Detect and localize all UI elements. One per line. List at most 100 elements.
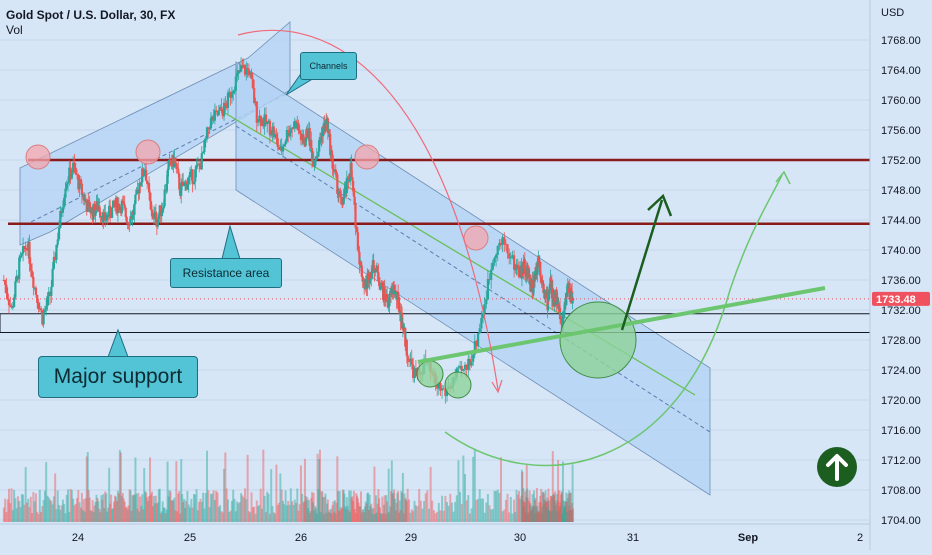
- candle-body: [55, 244, 58, 260]
- volume-bar: [117, 493, 120, 522]
- annotation-drawings[interactable]: [25, 29, 857, 487]
- candle-body: [63, 197, 66, 208]
- symbol-title[interactable]: Gold Spot / U.S. Dollar, 30, FX: [6, 8, 176, 22]
- candle-body: [363, 287, 367, 289]
- last-price-tag[interactable]: [872, 291, 930, 306]
- volume-bar: [540, 488, 543, 522]
- volume-bar: [559, 505, 562, 522]
- volume-bar: [530, 510, 533, 522]
- candle-body: [209, 117, 213, 129]
- price-tick-label: 1748.00: [881, 185, 921, 197]
- volume-bar: [384, 513, 387, 522]
- price-axis[interactable]: 1704.00 1708.00 1712.00 1716.00 1720.00 1724.…: [869, 0, 930, 550]
- candle-body: [556, 297, 559, 303]
- candle-body: [106, 214, 109, 220]
- candle-body: [550, 280, 553, 283]
- candle-body: [77, 174, 80, 190]
- candle-body: [127, 222, 130, 225]
- candle-body: [330, 150, 333, 155]
- volume-bar: [271, 506, 274, 522]
- volume-bar: [10, 488, 13, 522]
- volume-bar: [270, 469, 273, 522]
- volume-bar: [509, 496, 512, 522]
- candle-body: [143, 173, 146, 176]
- volume-bar: [372, 508, 375, 522]
- breakout-zone-marker[interactable]: [559, 301, 637, 379]
- volume-bar: [467, 495, 470, 522]
- resistance-touch-marker[interactable]: [25, 144, 51, 170]
- candle-body: [503, 237, 506, 245]
- candle-body: [352, 180, 355, 192]
- candle-body: [299, 133, 303, 141]
- support-touch-marker[interactable]: [416, 360, 444, 388]
- volume-bar: [161, 501, 164, 522]
- recovery-curve-arrowhead: [775, 170, 791, 185]
- candle-body: [121, 200, 124, 203]
- volume-bar: [87, 490, 90, 522]
- volume-bar: [565, 501, 568, 522]
- candle-body: [46, 296, 49, 307]
- candle-body: [125, 217, 128, 224]
- volume-bar: [382, 504, 385, 522]
- channels-callout[interactable]: Channels: [300, 52, 357, 80]
- symbol-header: Gold Spot / U.S. Dollar, 30, FX Vol: [6, 8, 175, 38]
- candle-body: [532, 278, 536, 288]
- candle-body: [347, 176, 350, 181]
- candle-body: [478, 328, 481, 334]
- support-callout[interactable]: Major support: [38, 356, 198, 398]
- volume-bar: [229, 510, 232, 522]
- volume-bar: [493, 490, 496, 522]
- candle-body: [163, 189, 166, 207]
- breakout-arrow[interactable]: [620, 199, 664, 331]
- volume-bar: [357, 502, 360, 522]
- time-axis[interactable]: 24 25 26 29 30 31 Sep 2: [0, 523, 870, 544]
- volume-bar: [147, 500, 150, 522]
- candle-body: [192, 181, 196, 184]
- resistance-touch-marker[interactable]: [354, 144, 380, 170]
- volume-bar: [377, 489, 380, 522]
- candle-body: [199, 164, 202, 170]
- volume-bar: [362, 509, 365, 522]
- candle-body: [310, 139, 313, 149]
- volume-bar: [2, 507, 5, 522]
- candle-body: [183, 182, 186, 187]
- candle-body: [319, 139, 322, 142]
- rising-trendline[interactable]: [417, 286, 826, 364]
- candle-body: [410, 358, 413, 365]
- volume-bar: [203, 508, 206, 522]
- volume-bar: [482, 498, 484, 522]
- volume-bar: [278, 502, 281, 522]
- volume-bar: [101, 499, 104, 522]
- candle-body: [175, 163, 178, 167]
- volume-bar: [128, 489, 131, 522]
- candle-body: [352, 191, 356, 197]
- candle-body: [334, 169, 337, 173]
- volume-bar: [548, 511, 551, 522]
- candle-body: [526, 264, 529, 277]
- volume-bar: [401, 472, 404, 522]
- resistance-touch-marker[interactable]: [463, 225, 489, 251]
- candle-body: [122, 202, 125, 205]
- candle-body: [154, 211, 157, 224]
- volume-bar: [137, 492, 140, 522]
- volume-bar: [457, 460, 460, 522]
- volume-bar: [546, 497, 549, 522]
- resistance-callout[interactable]: Resistance area: [170, 258, 282, 288]
- volume-bar: [572, 508, 575, 522]
- volume-bar: [398, 500, 401, 522]
- candle-body: [332, 168, 335, 170]
- volume-bar: [164, 513, 167, 522]
- candle-body: [74, 167, 77, 175]
- resistance-touch-marker[interactable]: [135, 139, 161, 165]
- volume-bar: [309, 510, 312, 522]
- support-touch-marker[interactable]: [444, 371, 472, 399]
- candle-body: [377, 272, 380, 282]
- volume-bar: [536, 512, 539, 522]
- volume-bar: [59, 509, 62, 522]
- channel-drawings[interactable]: [19, 21, 711, 496]
- volume-indicator-label[interactable]: Vol: [6, 23, 23, 37]
- descending-channel-midline: [235, 125, 711, 433]
- volume-bar: [367, 510, 370, 522]
- volume-bar: [555, 511, 558, 522]
